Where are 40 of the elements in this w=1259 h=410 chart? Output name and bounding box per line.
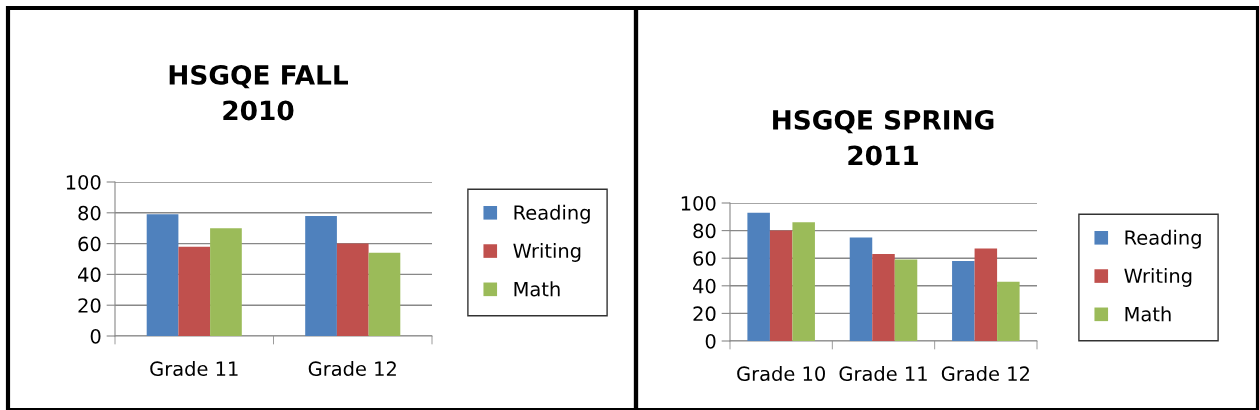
y-tick-label: 20 bbox=[693, 306, 716, 322]
y-tick-label: 80 bbox=[78, 205, 101, 221]
bar bbox=[146, 214, 179, 336]
x-tick-label: Grade 12 bbox=[941, 366, 1029, 382]
chart-title: HSGQE FALL 2010 bbox=[169, 64, 348, 121]
y-tick-label: 100 bbox=[681, 195, 716, 211]
bar bbox=[849, 237, 873, 341]
chart-title: HSGQE SPRING 2011 bbox=[773, 109, 994, 166]
y-tick-label: 60 bbox=[78, 236, 101, 252]
y-tick-label: 20 bbox=[78, 298, 101, 313]
bar bbox=[769, 230, 793, 341]
y-tick-label: 0 bbox=[90, 328, 101, 344]
y-tick-label: 60 bbox=[693, 251, 716, 266]
legend-label: Reading bbox=[1125, 229, 1201, 249]
x-tick-label: Grade 11 bbox=[150, 361, 238, 377]
bar bbox=[997, 281, 1020, 341]
legend-label: Writing bbox=[513, 243, 581, 262]
bar bbox=[974, 248, 998, 341]
legend-label: Reading bbox=[514, 204, 590, 224]
legend-label: Math bbox=[1125, 306, 1171, 322]
bar bbox=[747, 212, 770, 341]
bar bbox=[178, 246, 211, 336]
x-tick-label: Grade 11 bbox=[839, 366, 927, 382]
y-tick-label: 80 bbox=[693, 223, 716, 239]
bar bbox=[210, 228, 242, 336]
y-tick-label: 40 bbox=[78, 267, 101, 283]
y-tick-label: 40 bbox=[693, 278, 716, 294]
bar bbox=[336, 243, 369, 336]
legend-label: Writing bbox=[1124, 268, 1192, 287]
bar bbox=[305, 215, 337, 336]
bar bbox=[952, 260, 975, 341]
x-tick-label: Grade 10 bbox=[737, 366, 825, 382]
legend-label: Math bbox=[514, 281, 560, 297]
bar bbox=[792, 222, 815, 341]
y-tick-label: 100 bbox=[66, 174, 101, 190]
bar bbox=[368, 252, 401, 336]
y-tick-label: 0 bbox=[705, 333, 716, 349]
bar bbox=[894, 259, 918, 341]
x-tick-label: Grade 12 bbox=[308, 361, 396, 377]
bar bbox=[872, 254, 895, 341]
